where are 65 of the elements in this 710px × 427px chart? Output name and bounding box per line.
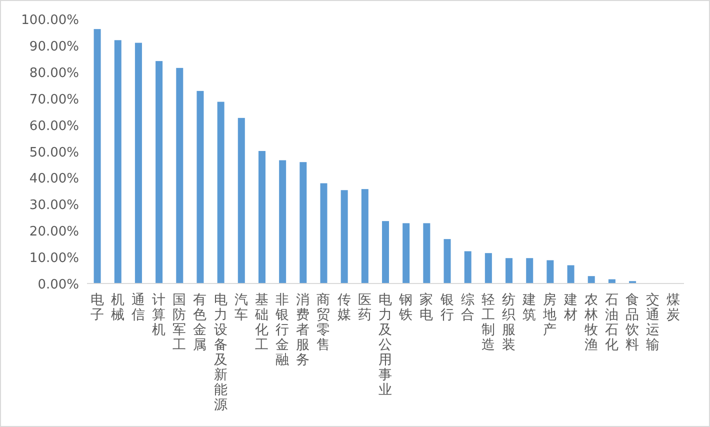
bar <box>444 239 451 284</box>
y-tick-label: 70.00% <box>29 92 79 108</box>
x-tick-label: 电子 <box>90 292 104 323</box>
x-tick-label: 消费者服务 <box>296 292 310 368</box>
x-tick-label: 传媒 <box>337 292 352 323</box>
x-tick-label: 石油石化 <box>604 292 619 353</box>
x-tick-label: 汽车 <box>234 292 248 323</box>
bar <box>176 68 184 284</box>
x-tick-label: 建筑 <box>522 292 537 323</box>
bar <box>340 190 348 284</box>
bar <box>156 61 163 284</box>
x-tick-label: 基础化工 <box>254 292 269 353</box>
bar <box>464 251 472 284</box>
x-tick-label: 建材 <box>562 292 578 323</box>
bar <box>382 221 389 284</box>
x-tick-label: 食品饮料 <box>624 292 640 353</box>
bar <box>546 260 554 284</box>
x-tick-label: 通信 <box>131 292 146 323</box>
y-tick-label: 20.00% <box>29 224 79 240</box>
x-tick-label: 非银行金融 <box>274 292 290 368</box>
bar <box>217 102 224 284</box>
bar <box>402 223 410 284</box>
x-tick-label: 电力及公用事业 <box>378 292 392 398</box>
x-tick-label: 煤炭 <box>666 292 681 323</box>
x-tick-label: 农林牧渔 <box>583 292 598 353</box>
bar <box>423 223 430 284</box>
x-tick-label: 轻工制造 <box>481 292 496 353</box>
bar <box>94 29 101 284</box>
y-tick-label: 80.00% <box>29 66 79 81</box>
y-tick-label: 40.00% <box>29 172 79 187</box>
x-tick-label: 交通运输 <box>646 292 660 353</box>
bar <box>134 42 142 284</box>
x-tick-label: 商贸零售 <box>316 292 331 353</box>
bar <box>238 118 245 284</box>
y-tick-label: 90.00% <box>29 39 79 54</box>
y-tick-label: 60.00% <box>29 118 79 134</box>
x-tick-label: 银行 <box>439 292 454 323</box>
bar <box>279 160 286 284</box>
bar <box>196 90 204 284</box>
bar <box>114 40 122 284</box>
x-tick-label: 家电 <box>420 292 434 323</box>
y-tick-label: 0.00% <box>38 278 79 292</box>
bar <box>258 150 266 284</box>
y-tick-label: 10.00% <box>29 251 79 266</box>
x-tick-label: 有色金属 <box>193 292 208 353</box>
bar <box>506 258 513 284</box>
x-tick-label: 钢铁 <box>398 292 414 323</box>
bar <box>361 189 368 284</box>
x-tick-label: 电力设备及新能源 <box>214 292 228 413</box>
bar <box>300 162 307 284</box>
y-tick-label: 50.00% <box>29 145 79 160</box>
y-tick-label: 30.00% <box>29 198 79 214</box>
x-tick-label: 综合 <box>460 292 475 323</box>
x-tick-label: 纺织服装 <box>502 292 516 353</box>
bar <box>588 276 595 284</box>
bar <box>567 265 574 284</box>
x-tick-label: 房地产 <box>542 292 558 338</box>
x-tick-label: 机械 <box>110 292 125 323</box>
x-tick-label: 医药 <box>358 292 372 323</box>
bar <box>526 258 534 284</box>
x-tick-label: 国防军工 <box>172 292 187 353</box>
bar <box>320 183 328 284</box>
bar <box>484 253 492 284</box>
x-tick-label: 计算机 <box>152 292 166 338</box>
y-tick-label: 100.00% <box>21 13 79 28</box>
